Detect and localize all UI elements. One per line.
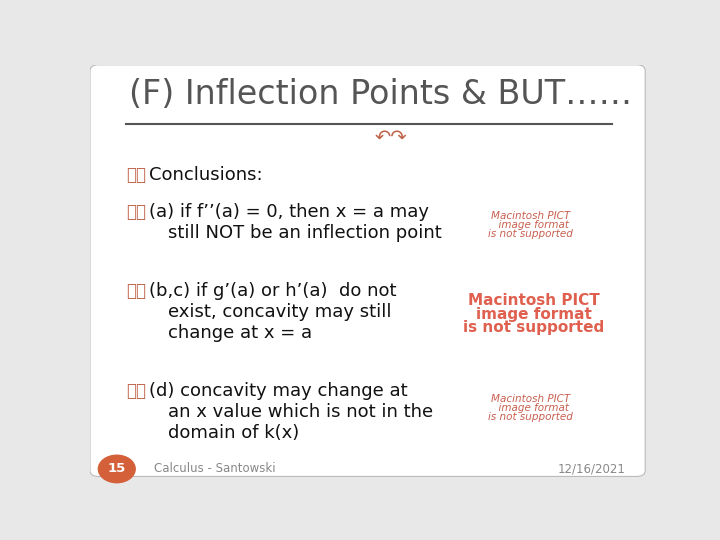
Text: ་་: ་་ (126, 282, 146, 300)
Circle shape (99, 455, 135, 483)
Text: ་་: ་་ (126, 166, 146, 184)
Text: 15: 15 (108, 462, 126, 475)
Text: Macintosh PICT: Macintosh PICT (491, 394, 570, 403)
Text: image format: image format (492, 220, 570, 230)
Text: Macintosh PICT: Macintosh PICT (491, 211, 570, 221)
Text: (b,c) if g’(a) or h’(a)  do not: (b,c) if g’(a) or h’(a) do not (148, 282, 396, 300)
Text: ↶↷: ↶↷ (375, 128, 408, 147)
Text: Calculus - Santowski: Calculus - Santowski (154, 462, 276, 475)
Text: is not supported: is not supported (463, 320, 604, 335)
Text: exist, concavity may still: exist, concavity may still (168, 303, 392, 321)
Text: (d) concavity may change at: (d) concavity may change at (148, 382, 408, 400)
Text: ་་: ་་ (126, 382, 146, 400)
Text: still NOT be an inflection point: still NOT be an inflection point (168, 224, 442, 242)
Text: is not supported: is not supported (488, 229, 573, 239)
Text: (a) if f’’(a) = 0, then x = a may: (a) if f’’(a) = 0, then x = a may (148, 204, 428, 221)
Text: is not supported: is not supported (488, 412, 573, 422)
FancyBboxPatch shape (90, 65, 645, 476)
Text: image format: image format (492, 403, 570, 413)
Text: domain of k(x): domain of k(x) (168, 424, 300, 442)
Text: (F) Inflection Points & BUT……: (F) Inflection Points & BUT…… (129, 78, 632, 111)
Text: change at x = a: change at x = a (168, 324, 312, 342)
Text: an x value which is not in the: an x value which is not in the (168, 403, 433, 421)
Text: ་་: ་་ (126, 204, 146, 221)
Text: Conclusions:: Conclusions: (148, 166, 262, 184)
Text: image format: image format (476, 307, 592, 322)
Text: Macintosh PICT: Macintosh PICT (468, 293, 600, 308)
Text: 12/16/2021: 12/16/2021 (558, 462, 626, 475)
